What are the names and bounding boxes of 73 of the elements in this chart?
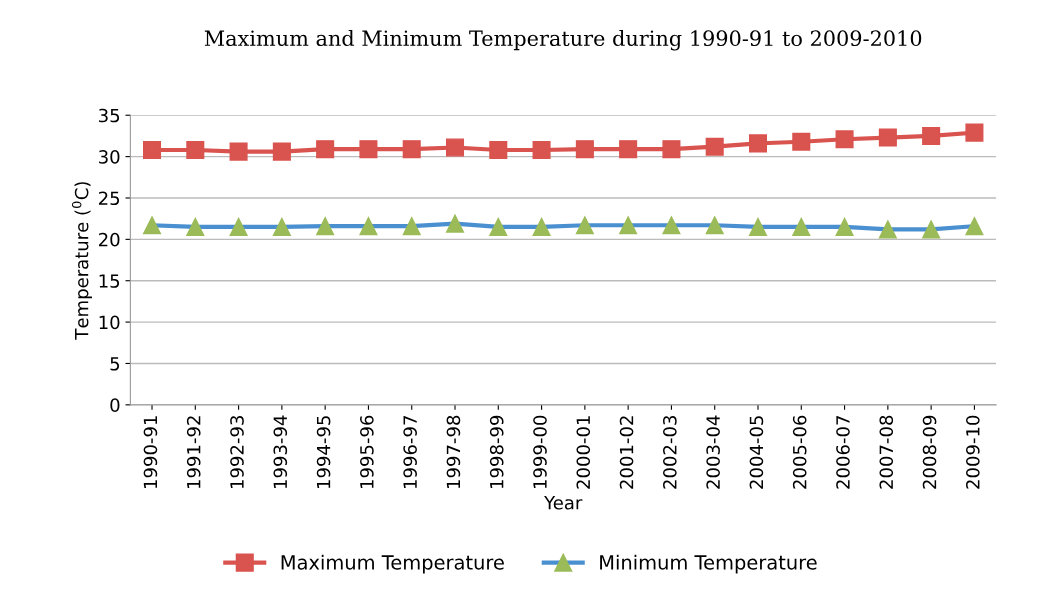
point xyxy=(142,216,162,235)
point xyxy=(662,140,681,159)
point xyxy=(142,140,162,160)
point xyxy=(186,140,205,160)
x-tick-label: 1993-94 xyxy=(273,415,288,489)
point xyxy=(878,220,897,239)
point xyxy=(532,140,551,160)
point xyxy=(575,216,594,235)
point xyxy=(835,130,854,149)
point xyxy=(229,217,248,236)
y-tick-label: 0 xyxy=(110,398,120,412)
y-tick-label: 15 xyxy=(99,274,120,288)
legend-label: Minimum Temperature xyxy=(600,554,817,574)
point xyxy=(532,217,551,236)
point xyxy=(489,217,508,236)
chart-title: Maximum and Minimum Temperature during 1990-91 to 2009-2010 xyxy=(204,29,922,51)
legend-label: Maximum Temperature xyxy=(281,554,504,574)
y-tick-label: 10 xyxy=(99,315,120,330)
x-tick-label: 2005-06 xyxy=(792,415,807,489)
point xyxy=(748,134,768,153)
point xyxy=(359,140,378,159)
point xyxy=(922,126,941,145)
point xyxy=(705,137,724,156)
point xyxy=(619,216,638,235)
point xyxy=(445,214,465,233)
x-tick-label: 1990-91 xyxy=(143,416,158,489)
x-tick-label: 2001-02 xyxy=(619,416,634,489)
point xyxy=(402,217,421,236)
x-tick-label: 2002-03 xyxy=(663,416,677,489)
x-tick-label: 2004-05 xyxy=(749,416,764,489)
point xyxy=(445,138,465,157)
point xyxy=(835,217,854,236)
point xyxy=(965,217,984,236)
x-tick-label: 1992-93 xyxy=(230,416,244,489)
point xyxy=(662,216,681,235)
point xyxy=(402,140,421,159)
x-tick-label: 2003-04 xyxy=(706,415,720,489)
point xyxy=(705,216,724,235)
x-tick-label: 1994-95 xyxy=(316,416,331,489)
x-tick-label: 2009-10 xyxy=(966,415,980,489)
point xyxy=(575,140,594,159)
y-tick-label: 35 xyxy=(99,108,120,123)
point xyxy=(272,217,291,236)
y-tick-label: 20 xyxy=(99,232,120,247)
point xyxy=(186,217,205,236)
point xyxy=(965,123,984,142)
point xyxy=(489,140,508,160)
x-tick-label: 1998-99 xyxy=(489,415,504,489)
point xyxy=(316,217,335,236)
x-tick-label: 1996-97 xyxy=(403,416,417,489)
x-tick-label: 2008-09 xyxy=(922,415,937,489)
point xyxy=(619,140,638,159)
point xyxy=(878,128,897,147)
y-axis-title: Temperature ($^{0}$C) xyxy=(71,182,92,340)
point xyxy=(792,132,811,151)
y-tick-label: 5 xyxy=(110,357,120,371)
point xyxy=(272,142,291,161)
point xyxy=(792,217,811,236)
point xyxy=(922,220,941,239)
x-tick-label: 2007-08 xyxy=(879,415,894,489)
point xyxy=(359,217,378,236)
x-tick-label: 1991-92 xyxy=(186,416,201,489)
point xyxy=(748,217,768,236)
x-tick-label: 2006-07 xyxy=(836,416,850,489)
x-tick-label: 2000-01 xyxy=(576,416,591,489)
x-axis-title: Year xyxy=(544,496,583,510)
point xyxy=(316,140,335,159)
x-tick-label: 1999-00 xyxy=(533,415,547,489)
point xyxy=(229,142,248,161)
x-tick-label: 1997-98 xyxy=(446,415,461,489)
x-tick-label: 1995-96 xyxy=(360,415,374,489)
y-tick-label: 25 xyxy=(99,191,120,206)
y-tick-label: 30 xyxy=(99,150,120,164)
